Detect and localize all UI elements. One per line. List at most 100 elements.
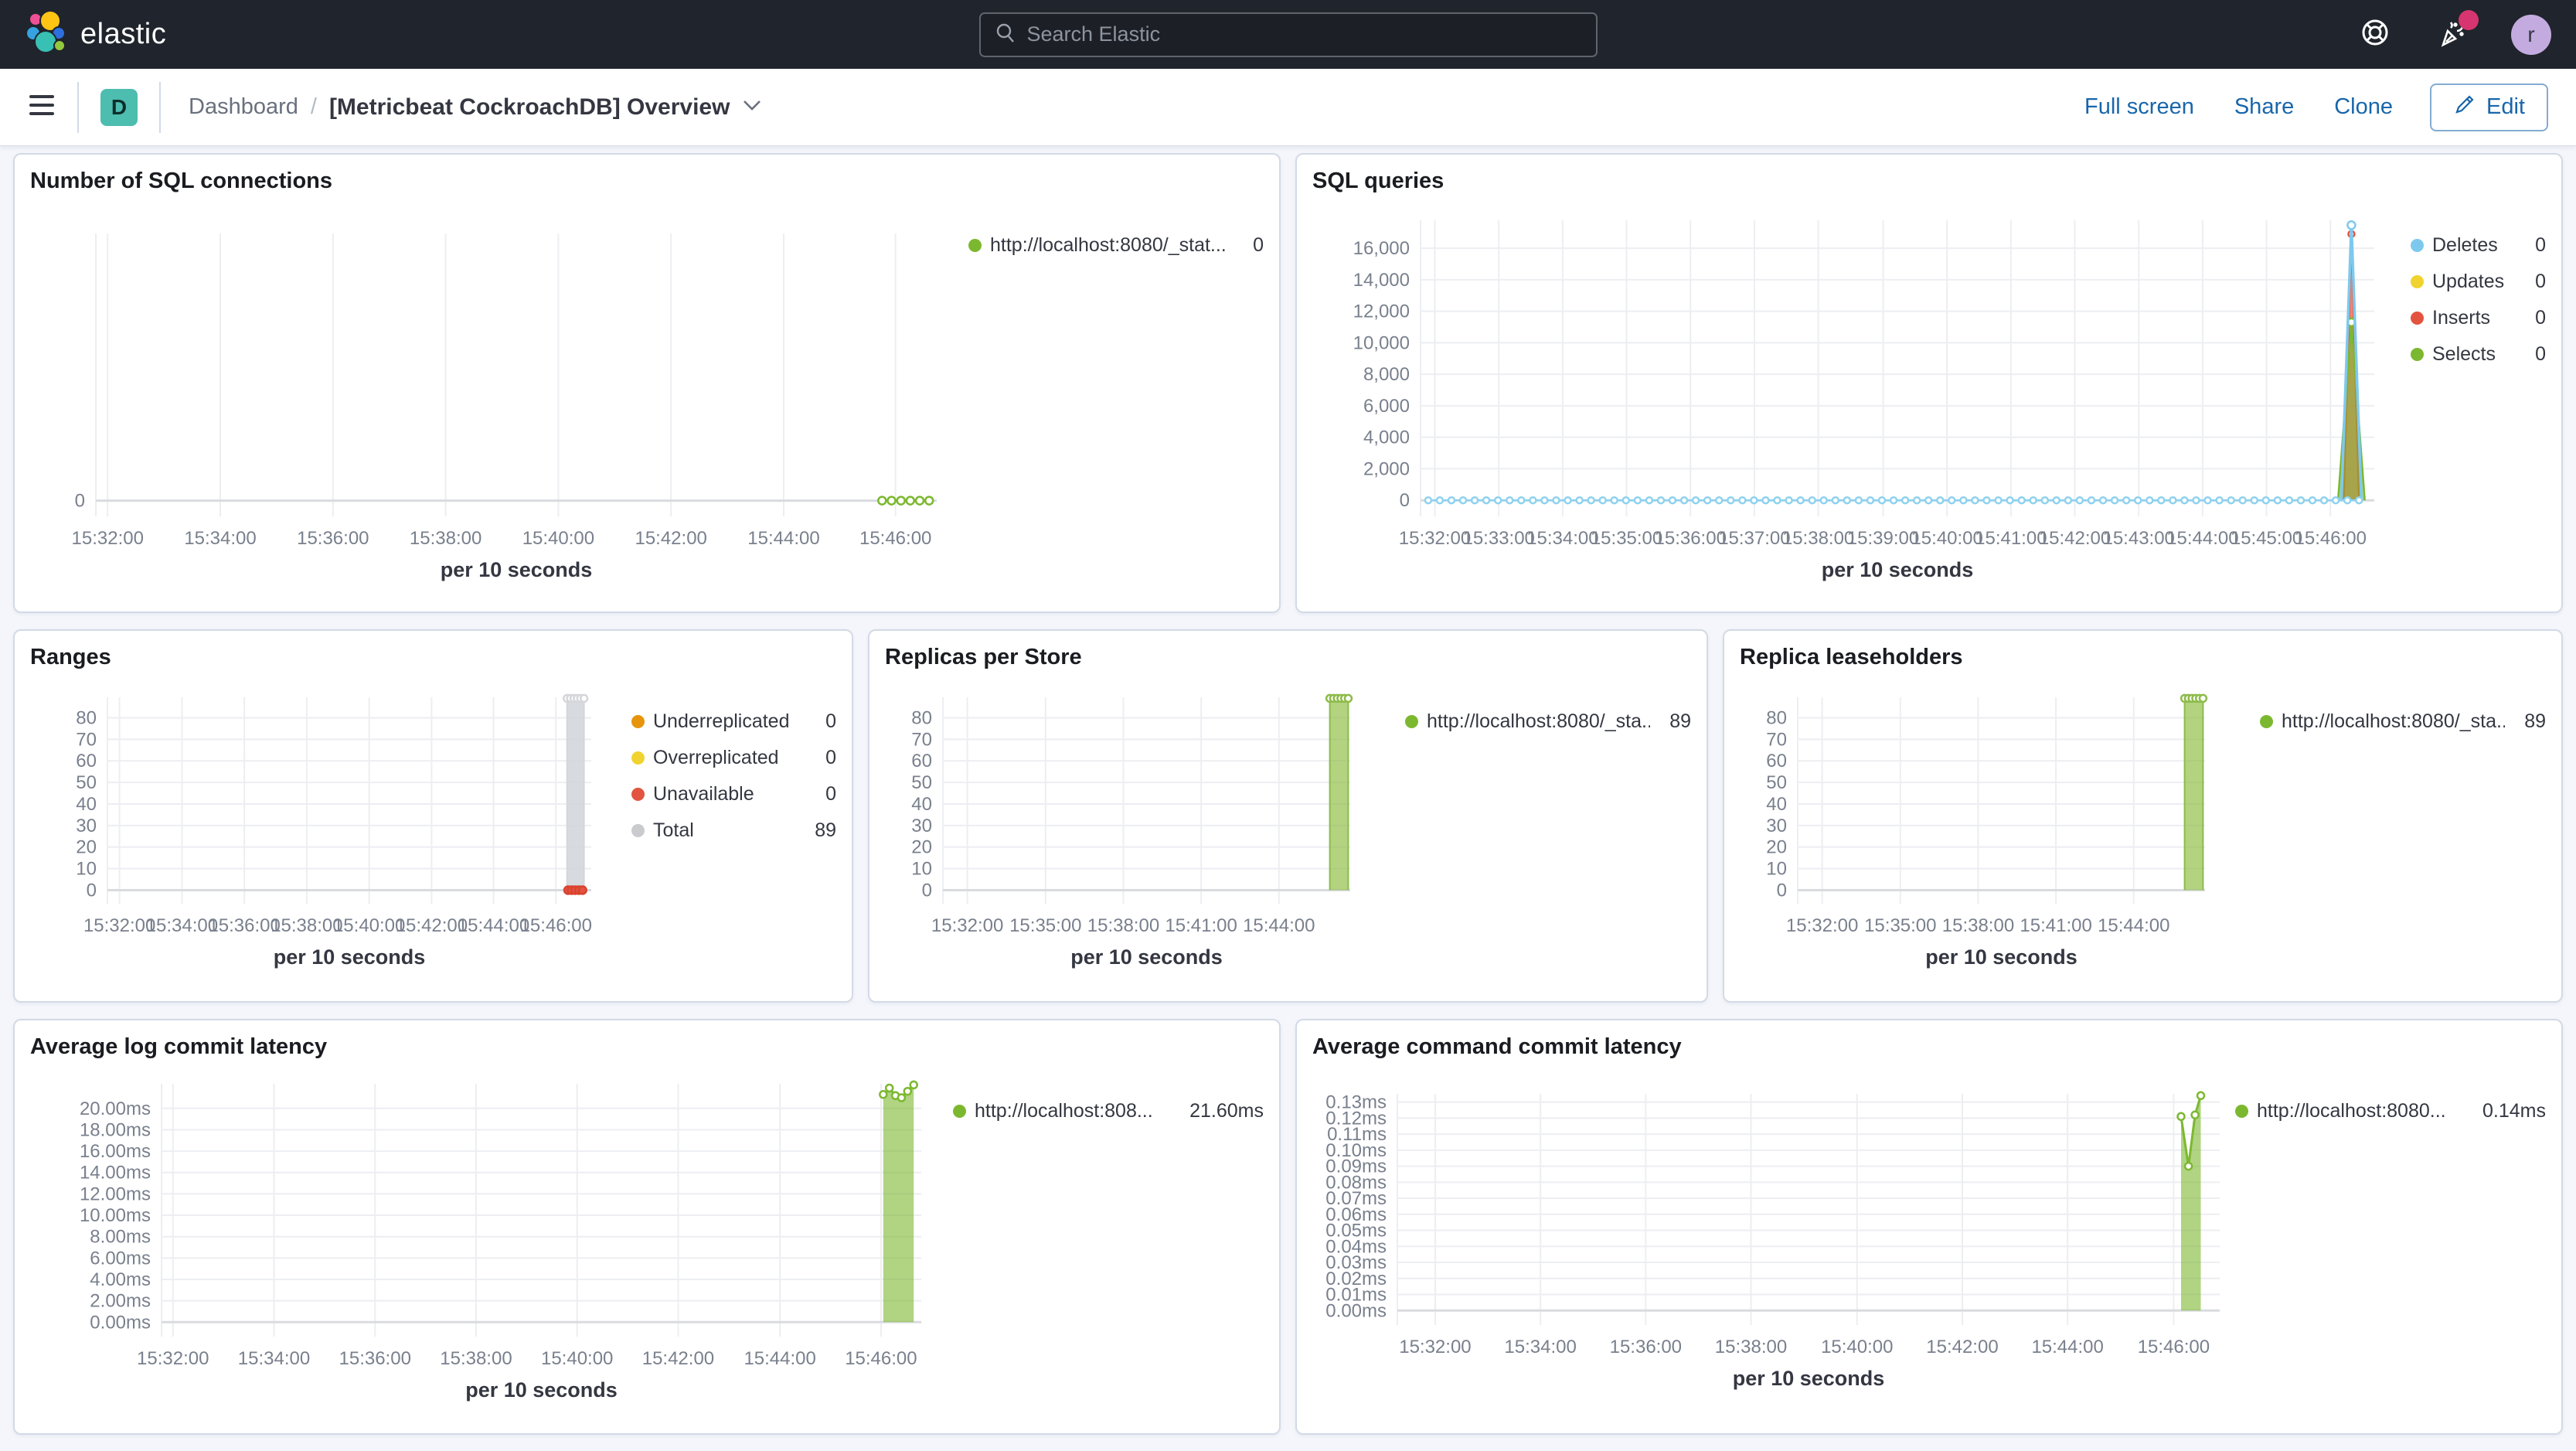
svg-text:15:44:00: 15:44:00: [747, 528, 819, 549]
panel-title: Number of SQL connections: [30, 169, 333, 193]
legend-value: 89: [1669, 710, 1691, 732]
legend-item[interactable]: Updates 0: [2411, 271, 2546, 293]
svg-text:15:34:00: 15:34:00: [238, 1348, 310, 1369]
svg-text:15:32:00: 15:32:00: [1399, 528, 1471, 549]
legend-dot-icon: [2260, 715, 2273, 728]
svg-text:0.10ms: 0.10ms: [1325, 1140, 1387, 1161]
legend-item[interactable]: Unavailable 0: [631, 783, 836, 806]
svg-text:15:34:00: 15:34:00: [1504, 1337, 1576, 1357]
panel-title: Replica leaseholders: [1740, 645, 1963, 669]
svg-text:15:32:00: 15:32:00: [83, 915, 155, 936]
svg-text:0.13ms: 0.13ms: [1325, 1092, 1387, 1113]
panel-sql-queries: SQL queries 15:32:00 15:33:00 15:34:00 15:3…: [1295, 153, 2563, 613]
legend-item[interactable]: Deletes 0: [2411, 234, 2546, 257]
panel-replicas-per-store: Replicas per Store 15:32:00 15:35:00 15:38…: [868, 629, 1708, 1003]
legend-item[interactable]: http://localhost:8080... 0.14ms: [2235, 1100, 2546, 1122]
chart-legend: Underreplicated 0 Overreplicated 0 Unavailab…: [631, 675, 836, 993]
dashboard-grid: Number of SQL connections 15:32:00 15:34:…: [0, 146, 2576, 1435]
menu-button[interactable]: [28, 94, 56, 121]
log-commit-latency-chart[interactable]: 15:32:00 15:34:00 15:36:00 15:38:00 15:40:00…: [30, 1064, 953, 1425]
svg-text:0.06ms: 0.06ms: [1325, 1204, 1387, 1225]
svg-text:15:41:00: 15:41:00: [1165, 915, 1237, 936]
chart-legend: http://localhost:8080... 0.14ms: [2235, 1064, 2546, 1425]
svg-text:15:42:00: 15:42:00: [635, 528, 706, 549]
legend-value: 0: [2535, 307, 2546, 329]
svg-text:15:40:00: 15:40:00: [522, 528, 594, 549]
breadcrumb-dashboard[interactable]: Dashboard: [189, 94, 298, 119]
legend-dot-icon: [2411, 312, 2424, 325]
legend-item[interactable]: http://localhost:808... 21.60ms: [953, 1100, 1264, 1122]
command-commit-latency-chart[interactable]: 15:32:00 15:34:00 15:36:00 15:38:00 15:40:00…: [1312, 1064, 2235, 1425]
legend-value: 21.60ms: [1189, 1100, 1264, 1122]
share-link[interactable]: Share: [2234, 94, 2295, 119]
news-button[interactable]: [2434, 9, 2479, 53]
svg-text:8.00ms: 8.00ms: [90, 1227, 151, 1248]
chart-legend: http://localhost:8080/_sta... 89: [2260, 675, 2546, 993]
legend-value: 89: [815, 819, 836, 841]
legend-item[interactable]: Underreplicated 0: [631, 710, 836, 733]
ranges-chart[interactable]: 15:32:00 15:34:00 15:36:00 15:38:00 15:40:00…: [30, 675, 631, 993]
legend-item[interactable]: http://localhost:8080/_sta... 89: [2260, 710, 2546, 733]
svg-text:15:38:00: 15:38:00: [271, 915, 342, 936]
svg-text:0: 0: [1400, 490, 1410, 511]
svg-text:0: 0: [75, 491, 85, 512]
legend-label: Inserts: [2432, 307, 2491, 329]
sql-connections-chart[interactable]: 15:32:00 15:34:00 15:36:00 15:38:00 15:40:00…: [30, 199, 968, 604]
svg-text:20.00ms: 20.00ms: [80, 1098, 151, 1119]
replica-leaseholders-chart[interactable]: 15:32:00 15:35:00 15:38:00 15:41:00 15:44:00…: [1740, 675, 2260, 993]
search-input[interactable]: [1026, 22, 1582, 46]
legend-item[interactable]: Total 89: [631, 819, 836, 842]
svg-text:10: 10: [1766, 859, 1787, 880]
svg-text:15:32:00: 15:32:00: [1399, 1337, 1471, 1357]
svg-text:50: 50: [1766, 772, 1787, 793]
svg-text:15:46:00: 15:46:00: [859, 528, 931, 549]
legend-dot-icon: [2411, 348, 2424, 361]
legend-value: 89: [2524, 710, 2546, 732]
svg-text:15:45:00: 15:45:00: [2231, 528, 2302, 549]
dashboard-app-badge[interactable]: D: [100, 88, 138, 126]
svg-text:0.01ms: 0.01ms: [1325, 1285, 1387, 1306]
clone-link[interactable]: Clone: [2334, 94, 2394, 119]
panel-replica-leaseholders: Replica leaseholders 15:32:00 15:35:00 15:…: [1723, 629, 2563, 1003]
elastic-brand: elastic: [25, 9, 937, 60]
svg-text:15:36:00: 15:36:00: [339, 1348, 411, 1369]
legend-label: Selects: [2432, 343, 2496, 365]
sql-queries-chart[interactable]: 15:32:00 15:33:00 15:34:00 15:35:00 15:36:00…: [1312, 199, 2411, 604]
legend-label: http://localhost:8080...: [2257, 1100, 2446, 1122]
legend-item[interactable]: Overreplicated 0: [631, 747, 836, 769]
legend-value: 0: [2535, 343, 2546, 365]
svg-text:15:40:00: 15:40:00: [1911, 528, 1982, 549]
panel-title: SQL queries: [1312, 169, 1445, 193]
help-button[interactable]: [2357, 16, 2394, 53]
full-screen-link[interactable]: Full screen: [2084, 94, 2194, 119]
edit-button[interactable]: Edit: [2430, 83, 2548, 131]
notification-dot: [2459, 9, 2479, 30]
svg-text:0.12ms: 0.12ms: [1325, 1108, 1387, 1129]
svg-text:15:35:00: 15:35:00: [1864, 915, 1936, 936]
panel-title: Average command commit latency: [1312, 1034, 1682, 1059]
elastic-logo-icon: [25, 9, 68, 60]
legend-value: 0: [2535, 271, 2546, 292]
global-search[interactable]: [978, 12, 1598, 57]
svg-text:8,000: 8,000: [1363, 364, 1410, 385]
svg-text:15:36:00: 15:36:00: [1655, 528, 1727, 549]
legend-label: http://localhost:8080/_stat...: [990, 234, 1227, 256]
svg-text:15:37:00: 15:37:00: [1718, 528, 1790, 549]
svg-text:15:44:00: 15:44:00: [2098, 915, 2169, 936]
chevron-down-icon[interactable]: [742, 98, 762, 116]
svg-text:15:46:00: 15:46:00: [520, 915, 592, 936]
svg-text:15:36:00: 15:36:00: [297, 528, 369, 549]
legend-item[interactable]: http://localhost:8080/_sta... 89: [1405, 710, 1691, 733]
svg-text:15:44:00: 15:44:00: [744, 1348, 815, 1369]
user-avatar[interactable]: r: [2511, 14, 2551, 55]
replicas-per-store-chart[interactable]: 15:32:00 15:35:00 15:38:00 15:41:00 15:44:00…: [885, 675, 1405, 993]
svg-text:0.09ms: 0.09ms: [1325, 1156, 1387, 1177]
svg-text:15:40:00: 15:40:00: [541, 1348, 613, 1369]
legend-item[interactable]: Selects 0: [2411, 343, 2546, 366]
legend-item[interactable]: http://localhost:8080/_stat... 0: [968, 234, 1264, 257]
svg-text:16.00ms: 16.00ms: [80, 1141, 151, 1162]
svg-text:15:34:00: 15:34:00: [146, 915, 218, 936]
legend-dot-icon: [631, 715, 645, 728]
legend-item[interactable]: Inserts 0: [2411, 307, 2546, 329]
svg-text:15:44:00: 15:44:00: [1243, 915, 1315, 936]
